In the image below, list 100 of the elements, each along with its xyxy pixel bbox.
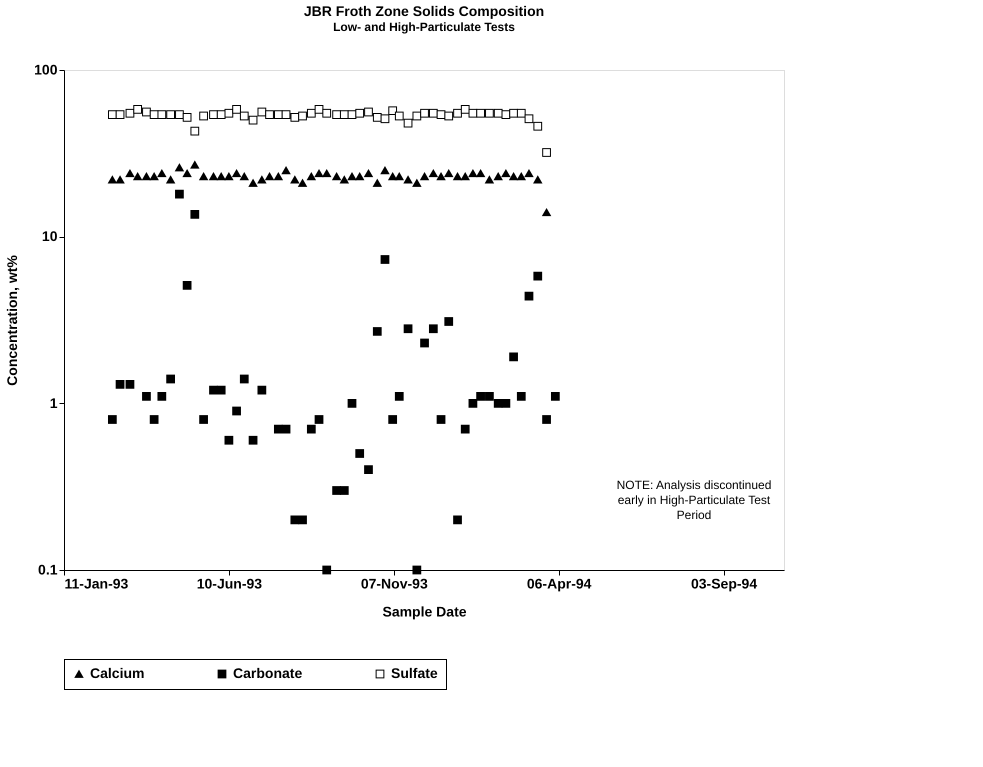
point (380, 114, 390, 124)
point (516, 108, 526, 118)
point (509, 352, 518, 362)
point (388, 415, 398, 424)
point (404, 176, 412, 184)
point (412, 112, 422, 120)
point (142, 172, 151, 180)
point (199, 112, 208, 120)
point (166, 110, 175, 119)
point (126, 169, 134, 178)
point (282, 110, 290, 119)
point (348, 398, 356, 408)
point (314, 169, 324, 178)
point (332, 486, 341, 495)
point (476, 169, 485, 178)
point (322, 169, 332, 178)
chart-title: JBR Froth Zone Solids Composition (304, 3, 544, 19)
point (150, 172, 159, 180)
point (322, 108, 332, 118)
point (209, 110, 218, 119)
point (199, 415, 208, 424)
point (190, 210, 200, 219)
point (248, 179, 258, 187)
point (108, 415, 117, 424)
point (116, 110, 124, 119)
point (116, 176, 124, 184)
point (388, 172, 398, 180)
point (224, 436, 234, 445)
point (224, 108, 234, 118)
chart-subtitle: Low- and High-Particulate Tests (333, 20, 516, 34)
point (126, 380, 134, 389)
point (133, 172, 142, 180)
point (444, 169, 454, 178)
point (322, 566, 332, 574)
legend-label: Sulfate (391, 665, 438, 681)
point (332, 110, 341, 119)
y-tick-label: 100 (34, 62, 58, 78)
point (444, 317, 454, 326)
y-axis-title: Concentration, wt% (4, 254, 20, 386)
point (166, 176, 175, 184)
point (460, 424, 470, 434)
point (126, 108, 134, 118)
point (340, 176, 349, 184)
point (476, 392, 485, 401)
point (364, 465, 373, 474)
point (412, 179, 422, 187)
point (306, 424, 316, 434)
point (248, 436, 258, 445)
point (412, 566, 422, 574)
point (485, 108, 494, 118)
point (364, 169, 373, 178)
point (502, 169, 510, 178)
point (150, 415, 159, 424)
y-tick-label: 0.1 (38, 562, 58, 578)
point (298, 179, 307, 187)
point (175, 110, 184, 119)
point (436, 172, 446, 180)
point (157, 169, 166, 178)
point (485, 176, 494, 184)
point (182, 169, 192, 178)
point (394, 172, 404, 180)
point (524, 114, 534, 124)
point (282, 424, 290, 434)
point (453, 515, 462, 524)
point (257, 176, 266, 184)
point (190, 126, 200, 136)
point (348, 172, 356, 180)
point (394, 392, 404, 401)
point (420, 338, 429, 348)
point (224, 172, 234, 180)
point (494, 172, 503, 180)
point (314, 105, 324, 114)
point (394, 112, 404, 120)
point (290, 176, 300, 184)
point (355, 172, 364, 180)
point (436, 415, 446, 424)
point (380, 255, 390, 264)
x-tick-label: 10-Jun-93 (196, 576, 262, 592)
point (209, 172, 218, 180)
point (116, 380, 124, 389)
point (524, 169, 534, 178)
point (199, 172, 208, 180)
point (509, 108, 518, 118)
point (182, 281, 192, 290)
legend-label: Carbonate (233, 665, 302, 681)
point (232, 406, 241, 416)
point (133, 105, 142, 114)
point (476, 108, 485, 118)
point (550, 392, 560, 401)
point (533, 176, 542, 184)
point (542, 208, 551, 216)
point (428, 169, 438, 178)
point (108, 176, 117, 184)
x-axis-title: Sample Date (382, 604, 467, 620)
point (240, 374, 249, 384)
point (232, 169, 241, 178)
x-tick-label: 11-Jan-93 (64, 576, 129, 592)
point (265, 110, 274, 119)
y-tick-label: 10 (42, 228, 58, 244)
point (420, 108, 429, 118)
